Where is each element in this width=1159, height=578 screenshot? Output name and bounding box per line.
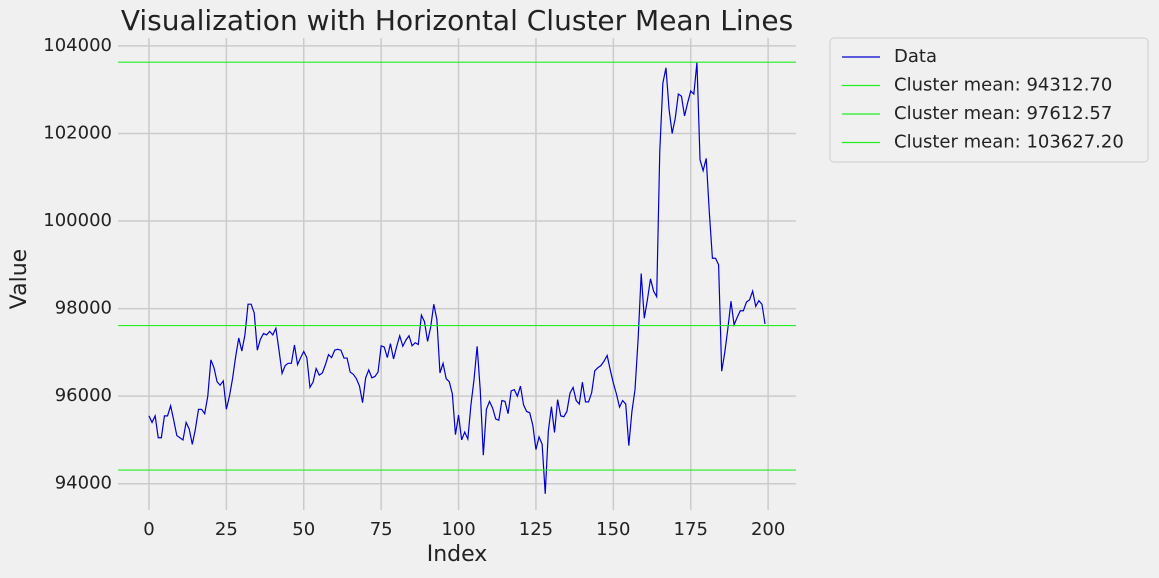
legend-box (829, 37, 1149, 163)
y-tick-label: 96000 (55, 385, 112, 406)
data-line (148, 62, 766, 494)
y-axis-label: Value (7, 249, 32, 309)
x-tick-label: 25 (215, 519, 238, 540)
x-tick-label: 125 (519, 519, 553, 540)
x-tick-label: 175 (674, 519, 708, 540)
legend-label: Cluster mean: 97612.57 (894, 103, 1112, 124)
y-tick-label: 98000 (55, 298, 112, 319)
x-tick-label: 200 (751, 519, 785, 540)
legend-label: Cluster mean: 94312.70 (894, 75, 1112, 96)
y-tick-label: 100000 (43, 210, 112, 231)
x-tick-label: 75 (370, 519, 393, 540)
x-axis-label: Index (427, 542, 488, 567)
legend-label: Data (894, 46, 937, 67)
x-tick-label: 0 (143, 519, 154, 540)
y-tick-label: 104000 (43, 35, 112, 56)
legend-label: Cluster mean: 103627.20 (894, 132, 1124, 153)
y-tick-label: 102000 (43, 122, 112, 143)
chart-title: Visualization with Horizontal Cluster Me… (121, 4, 793, 37)
x-tick-label: 100 (441, 519, 475, 540)
plot-area (118, 38, 796, 510)
x-tick-label: 50 (292, 519, 315, 540)
y-tick-label: 94000 (55, 473, 112, 494)
x-tick-label: 150 (596, 519, 630, 540)
